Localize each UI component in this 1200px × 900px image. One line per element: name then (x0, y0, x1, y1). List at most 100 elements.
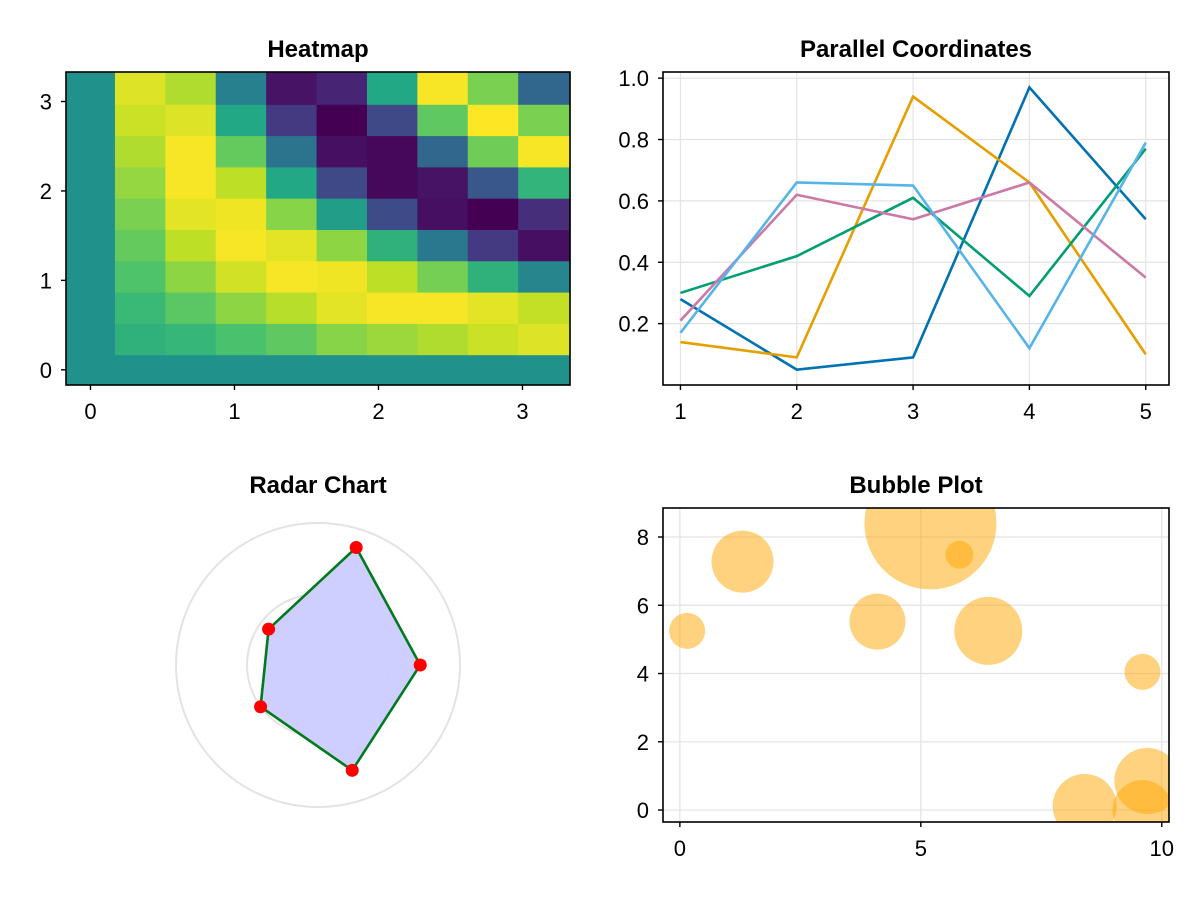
heatmap-cell (114, 291, 166, 324)
heatmap-cell (417, 229, 469, 262)
heatmap-cell (316, 166, 368, 199)
parallel-lines (679, 84, 1147, 371)
bubble-ticks: 0 5 10 0 2 4 6 8 (637, 525, 1174, 861)
heatmap-cell (266, 72, 318, 105)
heatmap-cell (417, 166, 469, 199)
heatmap-cell (316, 323, 368, 356)
heatmap-cell (518, 135, 571, 168)
radar-body (175, 522, 461, 808)
bubble-point (1114, 748, 1169, 815)
heatmap-cell (467, 72, 519, 105)
heatmap-cell (316, 135, 368, 168)
heatmap-y-tick-label: 1 (40, 268, 52, 293)
heatmap-cell (467, 260, 519, 293)
heatmap-cell (518, 291, 571, 324)
radar-ring (175, 522, 461, 808)
heatmap-cell (266, 323, 318, 356)
bubble-y-tick-label: 2 (637, 730, 649, 755)
heatmap-cell (114, 135, 166, 168)
parallel-title: Parallel Coordinates (800, 36, 1032, 63)
heatmap-cell (165, 135, 217, 168)
heatmap-cell (417, 291, 469, 324)
heatmap-ticks: 0 1 2 3 0 1 2 3 (40, 90, 529, 424)
heatmap-cell (417, 135, 469, 168)
heatmap-cell (518, 260, 571, 293)
heatmap-cell (467, 229, 519, 262)
parallel-panel: Parallel Coordinates 1 2 3 4 5 0.2 0.4 0.6 0.8 1.… (618, 36, 1170, 424)
heatmap-cell (518, 72, 571, 105)
heatmap-cell (467, 104, 519, 137)
heatmap-cell (114, 166, 166, 199)
radar-point (262, 622, 276, 636)
heatmap-cell (114, 104, 166, 137)
heatmap-cell (316, 72, 368, 105)
bubble-point (669, 612, 706, 649)
heatmap-cell (316, 198, 368, 230)
heatmap-cell (215, 229, 267, 262)
heatmap-x-tick-label: 2 (372, 399, 384, 424)
heatmap-cell (215, 291, 267, 324)
heatmap-cell (266, 166, 318, 199)
heatmap-cell (114, 72, 166, 105)
heatmap-cell (266, 104, 318, 137)
heatmap-cell (215, 72, 267, 105)
bubble-y-tick-label: 0 (637, 798, 649, 823)
parallel-series-line (679, 84, 1147, 371)
heatmap-cell (215, 323, 267, 356)
radar-point (349, 541, 363, 555)
heatmap-cell (266, 135, 318, 168)
heatmap-cell (518, 166, 571, 199)
bubble-point (849, 593, 906, 650)
heatmap-cell (165, 323, 217, 356)
heatmap-cell (165, 198, 217, 230)
bubble-x-tick-label: 10 (1150, 836, 1174, 861)
heatmap-cell (114, 198, 166, 230)
heatmap-cell (266, 229, 318, 262)
bubble-points (669, 508, 1169, 822)
heatmap-cell (467, 166, 519, 199)
heatmap-cell (366, 198, 418, 230)
heatmap-cell (366, 135, 418, 168)
bubble-point (1052, 773, 1117, 822)
parallel-y-tick-label: 0.6 (618, 189, 649, 214)
heatmap-cell (215, 198, 267, 230)
heatmap-cell (467, 135, 519, 168)
heatmap-cell (366, 291, 418, 324)
heatmap-cell (467, 291, 519, 324)
heatmap-panel: Heatmap 0 1 2 3 0 1 2 3 (40, 36, 571, 424)
heatmap-cell (215, 260, 267, 293)
heatmap-cell (366, 323, 418, 356)
radar-point (254, 700, 268, 714)
heatmap-cell (266, 291, 318, 324)
bubble-x-tick-label: 0 (674, 836, 686, 861)
heatmap-cell (366, 72, 418, 105)
bubble-point (864, 508, 997, 590)
radar-point (345, 763, 359, 777)
parallel-frame (662, 71, 1170, 386)
radar-outline (259, 545, 422, 773)
bubble-y-tick-label: 4 (637, 662, 649, 687)
parallel-x-tick-label: 4 (1023, 399, 1035, 424)
parallel-series-line (679, 141, 1147, 351)
bubble-x-tick-label: 5 (915, 836, 927, 861)
heatmap-cell (518, 198, 571, 230)
heatmap-y-tick-label: 2 (40, 179, 52, 204)
heatmap-cell (417, 323, 469, 356)
parallel-x-tick-label: 3 (907, 399, 919, 424)
heatmap-cell (417, 72, 469, 105)
heatmap-cell (165, 104, 217, 137)
heatmap-cell (366, 229, 418, 262)
heatmap-cell (467, 323, 519, 356)
bubble-point (945, 540, 974, 569)
parallel-y-tick-label: 0.4 (618, 250, 649, 275)
parallel-ticks: 1 2 3 4 5 0.2 0.4 0.6 0.8 1.0 (618, 66, 1151, 424)
heatmap-cell (215, 104, 267, 137)
heatmap-cell (366, 104, 418, 137)
parallel-y-tick-label: 1.0 (618, 66, 649, 91)
heatmap-cell (215, 166, 267, 199)
heatmap-cell (366, 260, 418, 293)
heatmap-cell (518, 323, 571, 356)
parallel-series-line (680, 94, 1147, 359)
parallel-x-tick-label: 1 (674, 399, 686, 424)
